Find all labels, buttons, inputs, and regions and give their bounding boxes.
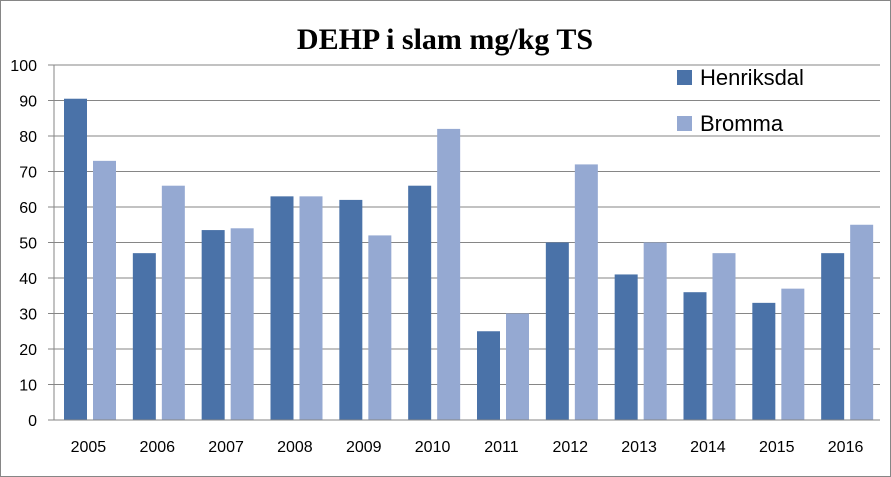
bar-henriksdal-2012 — [545, 242, 569, 420]
y-tick-label: 0 — [28, 413, 37, 430]
chart-title: DEHP i slam mg/kg TS — [297, 23, 593, 56]
y-tick-label: 50 — [19, 236, 37, 253]
y-tick-label: 40 — [19, 271, 37, 288]
x-tick-label: 2009 — [346, 439, 382, 456]
bar-bromma-2005 — [93, 160, 116, 420]
bar-bromma-2011 — [506, 313, 529, 420]
legend-label-henriksdal: Henriksdal — [700, 65, 804, 90]
y-tick-label: 80 — [19, 129, 37, 146]
x-tick-label: 2005 — [71, 439, 107, 456]
y-tick-label: 100 — [10, 58, 37, 75]
x-tick-label: 2015 — [759, 439, 795, 456]
x-tick-label: 2014 — [690, 439, 726, 456]
bar-bromma-2009 — [368, 235, 392, 420]
x-tick-label: 2012 — [552, 439, 588, 456]
x-tick-label: 2011 — [484, 439, 519, 456]
bar-henriksdal-2014 — [683, 292, 707, 420]
bar-henriksdal-2006 — [132, 253, 156, 420]
y-tick-label: 20 — [19, 342, 37, 359]
bar-bromma-2016 — [850, 224, 874, 420]
bar-henriksdal-2015 — [752, 302, 776, 420]
y-tick-label: 30 — [19, 307, 37, 324]
legend: Henriksdal Bromma — [677, 65, 804, 136]
x-tick-label: 2016 — [828, 439, 864, 456]
bar-henriksdal-2008 — [270, 196, 294, 420]
legend-swatch-bromma — [677, 116, 692, 131]
gridlines — [54, 64, 880, 385]
bar-bromma-2006 — [161, 185, 185, 420]
y-tick-label: 60 — [19, 200, 37, 217]
x-tick-label: 2013 — [621, 439, 657, 456]
bar-henriksdal-2011 — [477, 331, 500, 420]
bar-henriksdal-2013 — [614, 274, 638, 420]
bar-henriksdal-2009 — [339, 199, 363, 420]
bar-bromma-2015 — [781, 288, 805, 420]
bars — [64, 98, 874, 420]
bar-henriksdal-2016 — [821, 253, 845, 420]
x-tick-label: 2010 — [415, 439, 451, 456]
bar-henriksdal-2010 — [408, 185, 432, 420]
legend-label-bromma: Bromma — [700, 111, 784, 136]
y-tick-label: 70 — [19, 165, 37, 182]
bar-henriksdal-2007 — [201, 230, 225, 420]
axes: 0 10 20 30 40 50 60 70 80 90 100 2005 2006 2007 2008 20… — [10, 58, 880, 456]
y-tick-label: 90 — [19, 94, 37, 111]
bar-bromma-2012 — [574, 164, 598, 420]
bar-bromma-2007 — [230, 228, 254, 420]
legend-swatch-henriksdal — [677, 70, 692, 85]
y-tick-label: 10 — [19, 378, 37, 395]
bar-bromma-2008 — [299, 196, 323, 420]
x-tick-label: 2007 — [208, 439, 244, 456]
x-tick-label: 2006 — [139, 439, 175, 456]
bar-henriksdal-2005 — [64, 98, 87, 420]
bar-bromma-2013 — [643, 242, 667, 420]
x-tick-label: 2008 — [277, 439, 313, 456]
bar-bromma-2014 — [712, 253, 736, 420]
bar-bromma-2010 — [437, 128, 461, 420]
